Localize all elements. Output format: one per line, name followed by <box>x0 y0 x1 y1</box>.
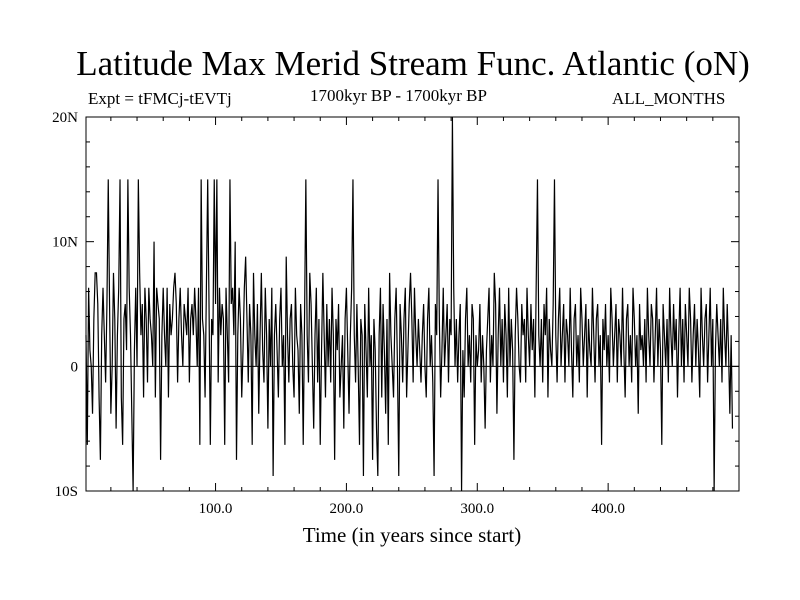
x-axis-title: Time (in years since start) <box>303 523 522 547</box>
y-tick-label: 10N <box>52 235 78 251</box>
months-label: ALL_MONTHS <box>612 89 726 108</box>
experiment-label: Expt = tFMCj-tEVTj <box>88 89 232 108</box>
y-tick-label: 20N <box>52 110 78 126</box>
y-tick-label: 10S <box>55 484 78 500</box>
plot-frame <box>85 116 740 492</box>
x-tick-label: 300.0 <box>460 501 494 517</box>
chart-title: Latitude Max Merid Stream Func. Atlantic… <box>76 44 750 83</box>
period-label: 1700kyr BP - 1700kyr BP <box>310 86 487 105</box>
series-line-0 <box>85 116 734 492</box>
x-tick-label: 100.0 <box>199 501 233 517</box>
x-tick-label: 200.0 <box>330 501 364 517</box>
y-tick-label: 0 <box>71 359 79 375</box>
x-tick-label: 400.0 <box>591 501 625 517</box>
